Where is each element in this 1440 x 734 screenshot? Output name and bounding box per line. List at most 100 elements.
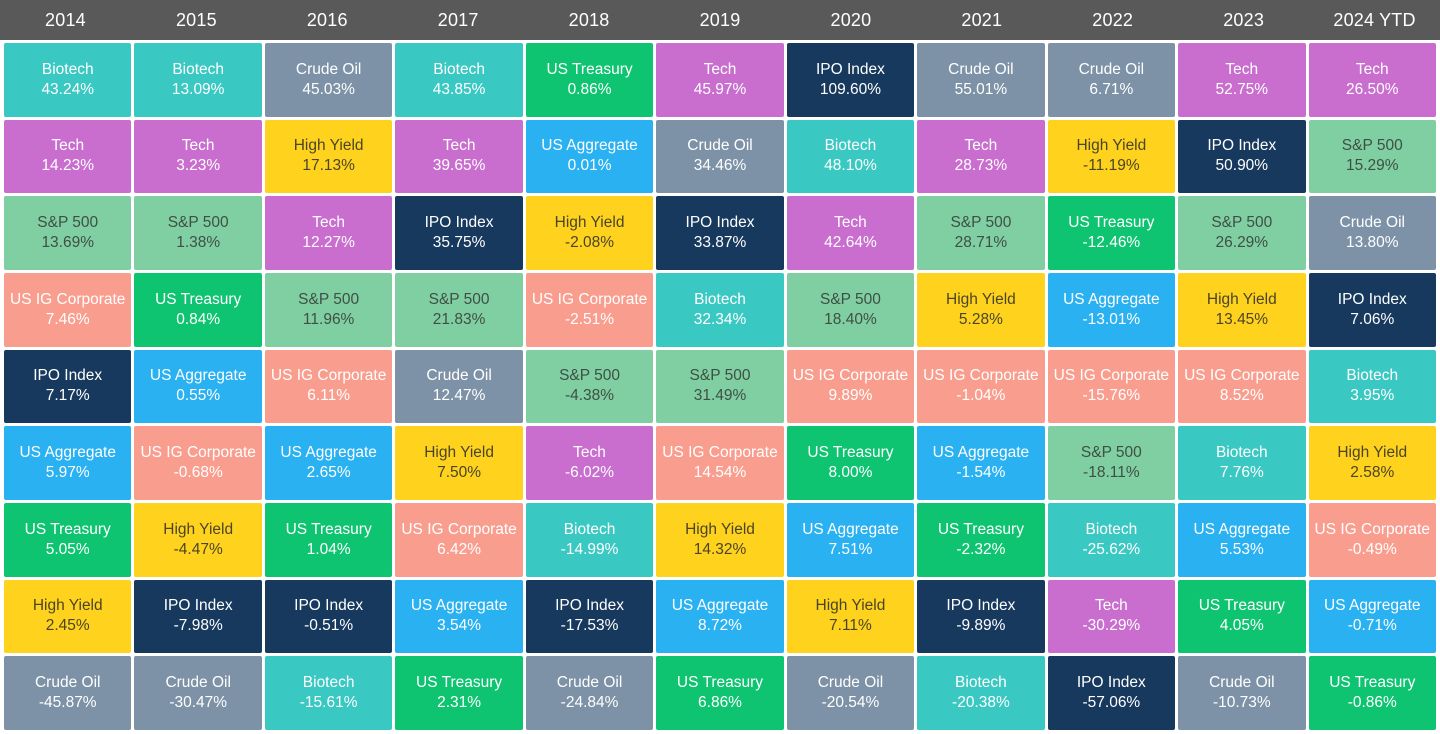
asset-return-value: -30.47% [169, 694, 228, 712]
year-header-2021: 2021 [961, 9, 1003, 30]
asset-name-label: US IG Corporate [10, 290, 126, 308]
asset-name-label: US IG Corporate [1053, 367, 1170, 385]
asset-name-label: IPO Index [1076, 674, 1146, 692]
asset-return-value: -30.29% [1082, 617, 1141, 635]
asset-return-value: 7.46% [45, 310, 90, 328]
asset-return-value: 4.05% [1219, 617, 1264, 635]
asset-return-value: 7.11% [829, 617, 872, 635]
asset-return-value: 8.72% [698, 617, 742, 635]
asset-name-label: US Treasury [155, 290, 242, 308]
return-cell-2023-crude-oil: Crude Oil -10.73% [1178, 656, 1306, 730]
asset-return-value: 9.89% [828, 387, 873, 405]
return-cell-2019-us-treasury: US Treasury 6.86% [656, 656, 784, 730]
asset-name-label: US Treasury [807, 444, 894, 462]
asset-return-value: -2.51% [564, 310, 615, 328]
asset-name-label: Tech [573, 444, 606, 462]
return-cell-2015-crude-oil: Crude Oil -30.47% [134, 656, 262, 730]
return-cell-2015-ipo-index: IPO Index -7.98% [134, 579, 262, 654]
year-header-2018: 2018 [568, 9, 610, 30]
asset-return-value: -0.71% [1347, 617, 1397, 635]
return-cell-2016-sandp-500: S&P 500 11.96% [264, 272, 393, 347]
return-cell-2016-tech: Tech 12.27% [264, 196, 393, 270]
asset-return-value: 0.01% [567, 157, 612, 175]
asset-return-value: 15.29% [1345, 157, 1399, 175]
asset-name-label: US Treasury [1329, 674, 1416, 692]
asset-name-label: US Treasury [937, 520, 1024, 538]
return-cell-2020-us-ig-corporate: US IG Corporate 9.89% [786, 349, 915, 424]
asset-return-value: -1.54% [956, 464, 1006, 482]
return-cell-2019-ipo-index: IPO Index 33.87% [656, 196, 784, 270]
return-cell-2017-sandp-500: S&P 500 21.83% [395, 272, 523, 347]
return-cell-2018-us-aggregate: US Aggregate 0.01% [525, 119, 654, 194]
return-cell-2015-biotech: Biotech 13.09% [134, 43, 262, 117]
return-cell-2017-us-treasury: US Treasury 2.31% [395, 656, 523, 730]
asset-return-value: -12.46% [1082, 234, 1141, 252]
asset-name-label: US Aggregate [1193, 520, 1291, 538]
return-cell-2017-high-yield: High Yield 7.50% [395, 426, 523, 500]
asset-name-label: Biotech [433, 60, 485, 78]
asset-name-label: IPO Index [163, 597, 233, 615]
return-cell-2022-ipo-index: IPO Index -57.06% [1047, 656, 1176, 730]
return-cell-2021-high-yield: High Yield 5.28% [917, 272, 1045, 347]
asset-return-value: -17.53% [560, 617, 619, 635]
asset-name-label: Biotech [955, 674, 1007, 692]
return-cell-2014-sandp-500: S&P 500 13.69% [4, 196, 132, 270]
year-header-2022: 2022 [1092, 9, 1134, 30]
return-cell-2014-us-ig-corporate: US IG Corporate 7.46% [4, 272, 132, 347]
asset-name-label: Tech [312, 214, 345, 232]
asset-name-label: S&P 500 [298, 290, 360, 308]
asset-return-value: 34.46% [693, 157, 747, 175]
return-cell-2017-crude-oil: Crude Oil 12.47% [395, 349, 523, 424]
asset-return-value: -15.61% [299, 694, 358, 712]
asset-return-value: 5.53% [1219, 540, 1264, 558]
asset-name-label: IPO Index [1337, 290, 1407, 308]
asset-name-label: US Aggregate [802, 520, 899, 538]
return-cell-2024-ytd-crude-oil: Crude Oil 13.80% [1308, 196, 1436, 270]
return-cell-2016-high-yield: High Yield 17.13% [264, 119, 393, 194]
asset-return-value: 45.97% [693, 80, 747, 98]
asset-return-value: 2.31% [437, 694, 482, 712]
return-cell-2022-us-ig-corporate: US IG Corporate -15.76% [1047, 349, 1176, 424]
asset-return-value: 26.50% [1345, 80, 1399, 98]
asset-name-label: US Treasury [1198, 597, 1285, 615]
asset-return-value: 48.10% [824, 157, 877, 175]
year-header-2023: 2023 [1223, 9, 1265, 30]
return-cell-2020-crude-oil: Crude Oil -20.54% [786, 656, 915, 730]
return-cell-2024-ytd-high-yield: High Yield 2.58% [1308, 426, 1436, 500]
return-cell-2016-us-treasury: US Treasury 1.04% [264, 502, 393, 577]
return-cell-2019-biotech: Biotech 32.34% [656, 272, 784, 347]
asset-name-label: Crude Oil [165, 674, 231, 692]
return-cell-2023-us-ig-corporate: US IG Corporate 8.52% [1178, 349, 1306, 424]
asset-return-value: 8.00% [828, 464, 873, 482]
asset-name-label: Tech [442, 137, 476, 155]
asset-return-value: 14.23% [41, 157, 95, 175]
asset-return-value: 43.24% [41, 80, 95, 98]
asset-name-label: US IG Corporate [140, 444, 256, 462]
asset-name-label: Biotech [1346, 367, 1399, 385]
asset-name-label: High Yield [815, 597, 886, 615]
return-cell-2023-us-treasury: US Treasury 4.05% [1178, 579, 1306, 654]
asset-return-value: 7.50% [437, 464, 482, 482]
asset-return-value: -0.51% [304, 617, 354, 635]
return-cell-2022-us-aggregate: US Aggregate -13.01% [1047, 272, 1176, 347]
year-header-2019: 2019 [699, 9, 741, 30]
asset-name-label: Crude Oil [817, 674, 884, 692]
asset-name-label: Biotech [1215, 444, 1268, 462]
return-cell-2021-tech: Tech 28.73% [917, 119, 1045, 194]
return-cell-2015-high-yield: High Yield -4.47% [134, 502, 262, 577]
asset-name-label: High Yield [424, 444, 494, 462]
return-cell-2023-sandp-500: S&P 500 26.29% [1178, 196, 1306, 270]
asset-name-label: S&P 500 [559, 367, 620, 385]
return-cell-2022-crude-oil: Crude Oil 6.71% [1047, 43, 1176, 117]
return-cell-2018-sandp-500: S&P 500 -4.38% [525, 349, 654, 424]
return-cell-2020-sandp-500: S&P 500 18.40% [786, 272, 915, 347]
return-cell-2021-us-aggregate: US Aggregate -1.54% [917, 426, 1045, 500]
return-cell-2017-ipo-index: IPO Index 35.75% [395, 196, 523, 270]
asset-name-label: Crude Oil [687, 137, 753, 155]
asset-return-value: 13.69% [41, 234, 95, 252]
asset-name-label: S&P 500 [37, 214, 99, 232]
asset-return-value: 26.29% [1215, 234, 1269, 252]
asset-return-value: -18.11% [1083, 464, 1140, 482]
asset-return-value: -0.49% [1347, 540, 1397, 558]
asset-return-value: 2.45% [45, 617, 90, 635]
